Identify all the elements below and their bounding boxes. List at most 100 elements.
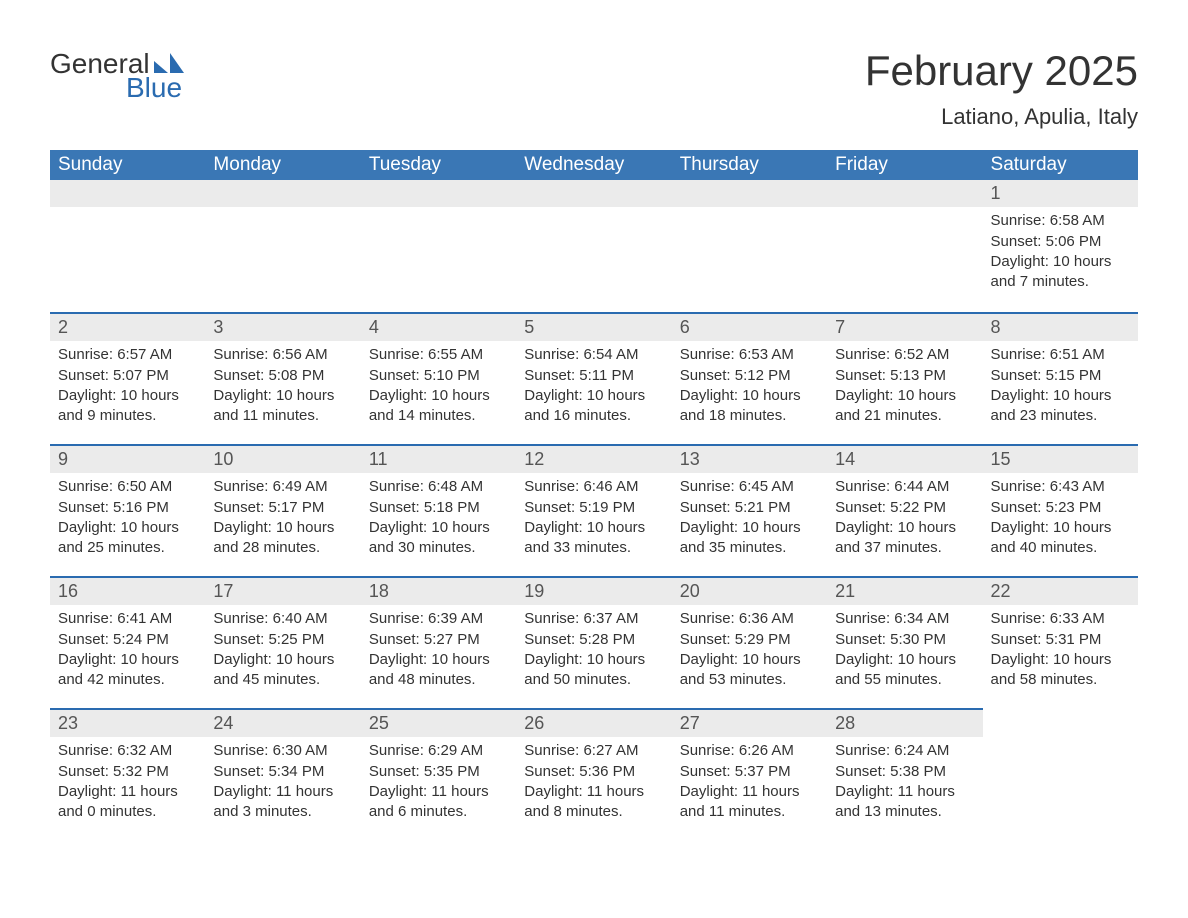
- calendar-day-cell: 26Sunrise: 6:27 AMSunset: 5:36 PMDayligh…: [516, 708, 671, 840]
- day-details: Sunrise: 6:45 AMSunset: 5:21 PMDaylight:…: [672, 473, 827, 566]
- day-number: 3: [205, 312, 360, 341]
- sunrise-text: Sunrise: 6:43 AM: [991, 477, 1130, 497]
- calendar-week-row: 1Sunrise: 6:58 AMSunset: 5:06 PMDaylight…: [50, 180, 1138, 312]
- day-number: [50, 180, 205, 207]
- day-details: Sunrise: 6:29 AMSunset: 5:35 PMDaylight:…: [361, 737, 516, 830]
- day-number: 18: [361, 576, 516, 605]
- day-number: 6: [672, 312, 827, 341]
- day-details: Sunrise: 6:55 AMSunset: 5:10 PMDaylight:…: [361, 341, 516, 434]
- calendar-day-cell: 12Sunrise: 6:46 AMSunset: 5:19 PMDayligh…: [516, 444, 671, 576]
- sunrise-text: Sunrise: 6:53 AM: [680, 345, 819, 365]
- daylight-text: Daylight: 11 hours and 0 minutes.: [58, 782, 197, 823]
- sunrise-text: Sunrise: 6:30 AM: [213, 741, 352, 761]
- sunrise-text: Sunrise: 6:52 AM: [835, 345, 974, 365]
- brand-logo-word-blue: Blue: [126, 74, 184, 102]
- day-details: Sunrise: 6:54 AMSunset: 5:11 PMDaylight:…: [516, 341, 671, 434]
- day-number: 23: [50, 708, 205, 737]
- day-number: 12: [516, 444, 671, 473]
- day-details: Sunrise: 6:27 AMSunset: 5:36 PMDaylight:…: [516, 737, 671, 830]
- day-number: 21: [827, 576, 982, 605]
- daylight-text: Daylight: 10 hours and 37 minutes.: [835, 518, 974, 559]
- day-number: [516, 180, 671, 207]
- day-details: Sunrise: 6:34 AMSunset: 5:30 PMDaylight:…: [827, 605, 982, 698]
- sunrise-text: Sunrise: 6:54 AM: [524, 345, 663, 365]
- sunset-text: Sunset: 5:25 PM: [213, 630, 352, 650]
- daylight-text: Daylight: 10 hours and 9 minutes.: [58, 386, 197, 427]
- daylight-text: Daylight: 10 hours and 33 minutes.: [524, 518, 663, 559]
- sunrise-text: Sunrise: 6:45 AM: [680, 477, 819, 497]
- sunset-text: Sunset: 5:38 PM: [835, 762, 974, 782]
- calendar-day-cell: 20Sunrise: 6:36 AMSunset: 5:29 PMDayligh…: [672, 576, 827, 708]
- calendar-body: 1Sunrise: 6:58 AMSunset: 5:06 PMDaylight…: [50, 180, 1138, 840]
- day-number: [827, 180, 982, 207]
- day-number: 26: [516, 708, 671, 737]
- sunset-text: Sunset: 5:36 PM: [524, 762, 663, 782]
- daylight-text: Daylight: 10 hours and 23 minutes.: [991, 386, 1130, 427]
- day-details: Sunrise: 6:49 AMSunset: 5:17 PMDaylight:…: [205, 473, 360, 566]
- daylight-text: Daylight: 11 hours and 13 minutes.: [835, 782, 974, 823]
- daylight-text: Daylight: 10 hours and 42 minutes.: [58, 650, 197, 691]
- calendar-day-cell: 6Sunrise: 6:53 AMSunset: 5:12 PMDaylight…: [672, 312, 827, 444]
- sunrise-text: Sunrise: 6:56 AM: [213, 345, 352, 365]
- daylight-text: Daylight: 10 hours and 21 minutes.: [835, 386, 974, 427]
- day-header-saturday: Saturday: [983, 150, 1138, 180]
- day-number: 19: [516, 576, 671, 605]
- day-details: Sunrise: 6:48 AMSunset: 5:18 PMDaylight:…: [361, 473, 516, 566]
- calendar-day-cell: 23Sunrise: 6:32 AMSunset: 5:32 PMDayligh…: [50, 708, 205, 840]
- day-number: 20: [672, 576, 827, 605]
- calendar-day-cell: 17Sunrise: 6:40 AMSunset: 5:25 PMDayligh…: [205, 576, 360, 708]
- day-details: Sunrise: 6:39 AMSunset: 5:27 PMDaylight:…: [361, 605, 516, 698]
- daylight-text: Daylight: 10 hours and 14 minutes.: [369, 386, 508, 427]
- calendar-day-cell: [361, 180, 516, 312]
- sunrise-text: Sunrise: 6:24 AM: [835, 741, 974, 761]
- sunrise-text: Sunrise: 6:49 AM: [213, 477, 352, 497]
- calendar-day-cell: 14Sunrise: 6:44 AMSunset: 5:22 PMDayligh…: [827, 444, 982, 576]
- daylight-text: Daylight: 10 hours and 58 minutes.: [991, 650, 1130, 691]
- day-number: 17: [205, 576, 360, 605]
- page-title: February 2025: [865, 50, 1138, 92]
- calendar-day-cell: 18Sunrise: 6:39 AMSunset: 5:27 PMDayligh…: [361, 576, 516, 708]
- sunset-text: Sunset: 5:15 PM: [991, 366, 1130, 386]
- day-details: Sunrise: 6:26 AMSunset: 5:37 PMDaylight:…: [672, 737, 827, 830]
- calendar-header-row: SundayMondayTuesdayWednesdayThursdayFrid…: [50, 150, 1138, 180]
- sunrise-text: Sunrise: 6:32 AM: [58, 741, 197, 761]
- day-number: [205, 180, 360, 207]
- calendar-day-cell: [516, 180, 671, 312]
- day-number: 16: [50, 576, 205, 605]
- daylight-text: Daylight: 10 hours and 11 minutes.: [213, 386, 352, 427]
- day-number: 27: [672, 708, 827, 737]
- daylight-text: Daylight: 10 hours and 55 minutes.: [835, 650, 974, 691]
- sunset-text: Sunset: 5:37 PM: [680, 762, 819, 782]
- sunset-text: Sunset: 5:08 PM: [213, 366, 352, 386]
- day-details: Sunrise: 6:32 AMSunset: 5:32 PMDaylight:…: [50, 737, 205, 830]
- day-details: Sunrise: 6:52 AMSunset: 5:13 PMDaylight:…: [827, 341, 982, 434]
- calendar-week-row: 9Sunrise: 6:50 AMSunset: 5:16 PMDaylight…: [50, 444, 1138, 576]
- sunrise-text: Sunrise: 6:39 AM: [369, 609, 508, 629]
- calendar-day-cell: 8Sunrise: 6:51 AMSunset: 5:15 PMDaylight…: [983, 312, 1138, 444]
- calendar-week-row: 16Sunrise: 6:41 AMSunset: 5:24 PMDayligh…: [50, 576, 1138, 708]
- day-number: [361, 180, 516, 207]
- calendar-day-cell: 5Sunrise: 6:54 AMSunset: 5:11 PMDaylight…: [516, 312, 671, 444]
- sunset-text: Sunset: 5:29 PM: [680, 630, 819, 650]
- sunset-text: Sunset: 5:35 PM: [369, 762, 508, 782]
- calendar-day-cell: 25Sunrise: 6:29 AMSunset: 5:35 PMDayligh…: [361, 708, 516, 840]
- day-details: Sunrise: 6:36 AMSunset: 5:29 PMDaylight:…: [672, 605, 827, 698]
- sunrise-text: Sunrise: 6:40 AM: [213, 609, 352, 629]
- day-details: Sunrise: 6:57 AMSunset: 5:07 PMDaylight:…: [50, 341, 205, 434]
- day-details: Sunrise: 6:53 AMSunset: 5:12 PMDaylight:…: [672, 341, 827, 434]
- sunset-text: Sunset: 5:10 PM: [369, 366, 508, 386]
- sunset-text: Sunset: 5:17 PM: [213, 498, 352, 518]
- sunset-text: Sunset: 5:06 PM: [991, 232, 1130, 252]
- daylight-text: Daylight: 10 hours and 18 minutes.: [680, 386, 819, 427]
- sunrise-text: Sunrise: 6:27 AM: [524, 741, 663, 761]
- calendar-day-cell: 28Sunrise: 6:24 AMSunset: 5:38 PMDayligh…: [827, 708, 982, 840]
- sunrise-text: Sunrise: 6:44 AM: [835, 477, 974, 497]
- daylight-text: Daylight: 11 hours and 6 minutes.: [369, 782, 508, 823]
- day-header-wednesday: Wednesday: [516, 150, 671, 180]
- sunrise-text: Sunrise: 6:55 AM: [369, 345, 508, 365]
- sunset-text: Sunset: 5:34 PM: [213, 762, 352, 782]
- calendar-day-cell: 4Sunrise: 6:55 AMSunset: 5:10 PMDaylight…: [361, 312, 516, 444]
- sunset-text: Sunset: 5:11 PM: [524, 366, 663, 386]
- sunset-text: Sunset: 5:18 PM: [369, 498, 508, 518]
- day-number: 15: [983, 444, 1138, 473]
